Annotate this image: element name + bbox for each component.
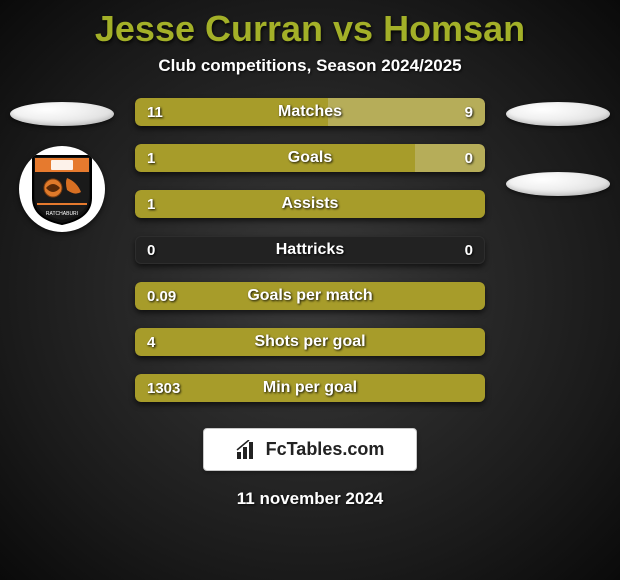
stat-row: 0Hattricks0 <box>135 236 485 264</box>
footer-date: 11 november 2024 <box>237 489 383 509</box>
stat-label: Matches <box>135 98 485 126</box>
stat-label: Shots per goal <box>135 328 485 356</box>
shield-icon: RATCHABURI <box>31 152 93 226</box>
stat-right-value: 9 <box>465 98 473 126</box>
stat-row: 0.09Goals per match <box>135 282 485 310</box>
branding-badge[interactable]: FcTables.com <box>203 428 418 471</box>
stat-label: Assists <box>135 190 485 218</box>
stat-bars: 11Matches91Goals01Assists0Hattricks00.09… <box>135 98 485 402</box>
stat-row: 1Goals0 <box>135 144 485 172</box>
stat-right-value: 0 <box>465 144 473 172</box>
club-badge-placeholder <box>506 172 610 196</box>
right-player-col <box>503 98 613 196</box>
stat-row: 4Shots per goal <box>135 328 485 356</box>
stat-row: 11Matches9 <box>135 98 485 126</box>
stat-row: 1303Min per goal <box>135 374 485 402</box>
stat-row: 1Assists <box>135 190 485 218</box>
stat-right-value: 0 <box>465 236 473 264</box>
main-row: RATCHABURI 11Matches91Goals01Assists0Hat… <box>0 98 620 402</box>
left-player-col: RATCHABURI <box>7 98 117 232</box>
club-badge-left: RATCHABURI <box>19 146 105 232</box>
svg-text:RATCHABURI: RATCHABURI <box>46 211 78 217</box>
player-photo-placeholder <box>10 102 114 126</box>
player-photo-placeholder <box>506 102 610 126</box>
stat-label: Hattricks <box>135 236 485 264</box>
branding-label: FcTables.com <box>266 439 385 460</box>
stat-label: Goals per match <box>135 282 485 310</box>
stat-label: Goals <box>135 144 485 172</box>
page-subtitle: Club competitions, Season 2024/2025 <box>158 56 461 76</box>
page-title: Jesse Curran vs Homsan <box>95 8 525 50</box>
stat-label: Min per goal <box>135 374 485 402</box>
bars-icon <box>236 440 258 460</box>
comparison-card: Jesse Curran vs Homsan Club competitions… <box>0 0 620 509</box>
